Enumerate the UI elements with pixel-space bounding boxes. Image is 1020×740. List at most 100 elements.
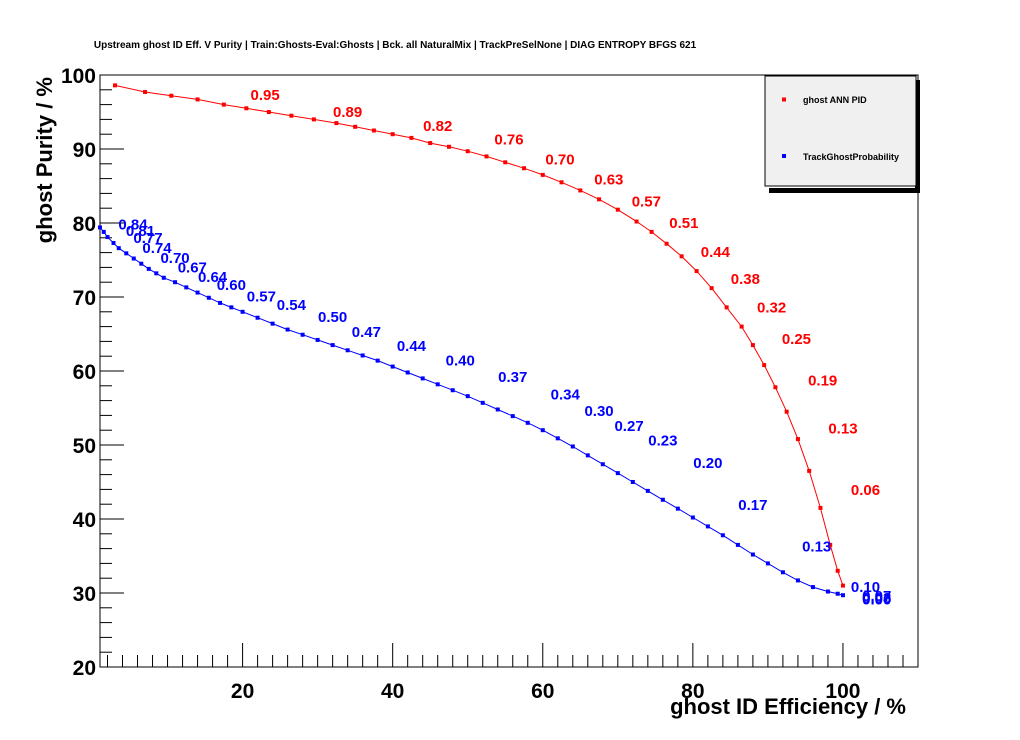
data-point <box>169 93 174 98</box>
data-point <box>173 280 178 285</box>
data-point <box>105 235 110 240</box>
data-point <box>480 400 485 405</box>
legend-shadow-right <box>915 80 920 193</box>
axis-ticks <box>100 74 919 668</box>
data-point <box>578 188 583 193</box>
point-label: 0.64 <box>198 269 228 286</box>
data-point <box>765 561 770 566</box>
data-point <box>229 305 234 310</box>
legend-label-ghost-ann-pid: ghost ANN PID <box>803 95 867 105</box>
data-point <box>390 132 395 137</box>
data-point <box>315 337 320 342</box>
point-label: 0.00 <box>862 592 891 609</box>
x-tick-label: 80 <box>681 680 704 703</box>
data-point <box>739 324 744 329</box>
x-tick-label: 20 <box>231 680 254 703</box>
data-point <box>795 578 800 583</box>
data-point <box>559 180 564 185</box>
data-point <box>353 124 358 129</box>
point-label: 0.84 <box>118 216 148 233</box>
data-point <box>405 370 410 375</box>
point-label: 0.38 <box>731 271 760 288</box>
data-point <box>649 229 654 234</box>
point-label: 0.30 <box>584 403 613 420</box>
point-label: 0.03 <box>862 590 891 607</box>
data-point <box>266 110 271 114</box>
y-tick-label: 80 <box>73 213 96 236</box>
legend-marker-track-ghost-probability <box>782 154 786 158</box>
data-point <box>720 533 725 538</box>
point-label: 0.44 <box>701 244 731 261</box>
legend-marker-ghost-ann-pid <box>782 97 786 102</box>
point-label: 0.74 <box>142 240 172 257</box>
y-tick-label: 20 <box>73 657 96 680</box>
data-point <box>195 97 200 102</box>
y-tick-label: 90 <box>73 139 96 162</box>
data-point <box>762 363 767 368</box>
point-label: 0.40 <box>446 353 475 370</box>
point-label: 0.06 <box>851 482 880 499</box>
data-point <box>840 593 845 598</box>
data-point <box>724 305 729 310</box>
y-tick-label: 70 <box>73 287 96 310</box>
data-point <box>750 343 755 348</box>
data-point <box>360 353 365 358</box>
data-point <box>664 241 669 246</box>
data-point <box>835 591 840 596</box>
point-label: 0.13 <box>828 421 857 438</box>
x-tick-label: 40 <box>381 680 404 703</box>
data-point <box>615 207 620 212</box>
legend-label-track-ghost-probability: TrackGhostProbability <box>803 152 899 162</box>
point-label: 0.50 <box>318 309 347 326</box>
point-label: 0.67 <box>178 259 207 276</box>
data-point <box>311 117 316 122</box>
point-label: 0.95 <box>250 87 279 104</box>
point-label: 0.76 <box>494 131 523 148</box>
data-point <box>484 154 489 159</box>
data-point <box>597 197 602 202</box>
y-tick-label: 40 <box>73 509 96 532</box>
point-label: 0.13 <box>802 538 831 555</box>
data-point <box>773 385 778 390</box>
data-point <box>371 128 376 133</box>
data-point <box>446 144 451 149</box>
data-point <box>146 266 151 271</box>
data-point <box>465 394 470 399</box>
point-label: 0.37 <box>498 369 527 386</box>
point-label: 0.34 <box>551 387 581 404</box>
data-point <box>709 286 714 291</box>
point-label: 0.82 <box>423 118 452 135</box>
data-point <box>300 332 305 337</box>
data-point <box>810 585 815 590</box>
data-point <box>206 295 211 300</box>
data-point <box>660 497 665 502</box>
data-point <box>630 480 635 484</box>
data-point <box>435 382 440 387</box>
point-label: 0.51 <box>669 215 698 232</box>
data-point <box>784 409 789 414</box>
data-point <box>675 506 680 511</box>
point-label: 0.63 <box>594 171 623 188</box>
data-point <box>694 269 699 274</box>
data-point <box>244 106 249 111</box>
data-point <box>555 436 560 441</box>
data-point <box>495 407 500 412</box>
data-point <box>330 343 335 348</box>
data-point <box>705 524 710 529</box>
data-point <box>221 102 226 107</box>
data-point <box>525 420 530 425</box>
point-label: 0.77 <box>133 230 162 247</box>
data-point <box>113 83 118 88</box>
y-tick-label: 60 <box>73 361 96 384</box>
data-point <box>345 348 350 353</box>
point-label: 0.70 <box>545 151 574 168</box>
point-label: 0.44 <box>397 338 427 355</box>
point-label: 0.17 <box>738 497 767 514</box>
point-label: 0.20 <box>693 455 722 472</box>
y-tick-label: 50 <box>73 435 96 458</box>
data-point <box>334 121 339 126</box>
data-point <box>840 583 845 588</box>
x-tick-label: 60 <box>531 680 554 703</box>
data-point <box>270 321 275 326</box>
data-point <box>98 225 102 230</box>
